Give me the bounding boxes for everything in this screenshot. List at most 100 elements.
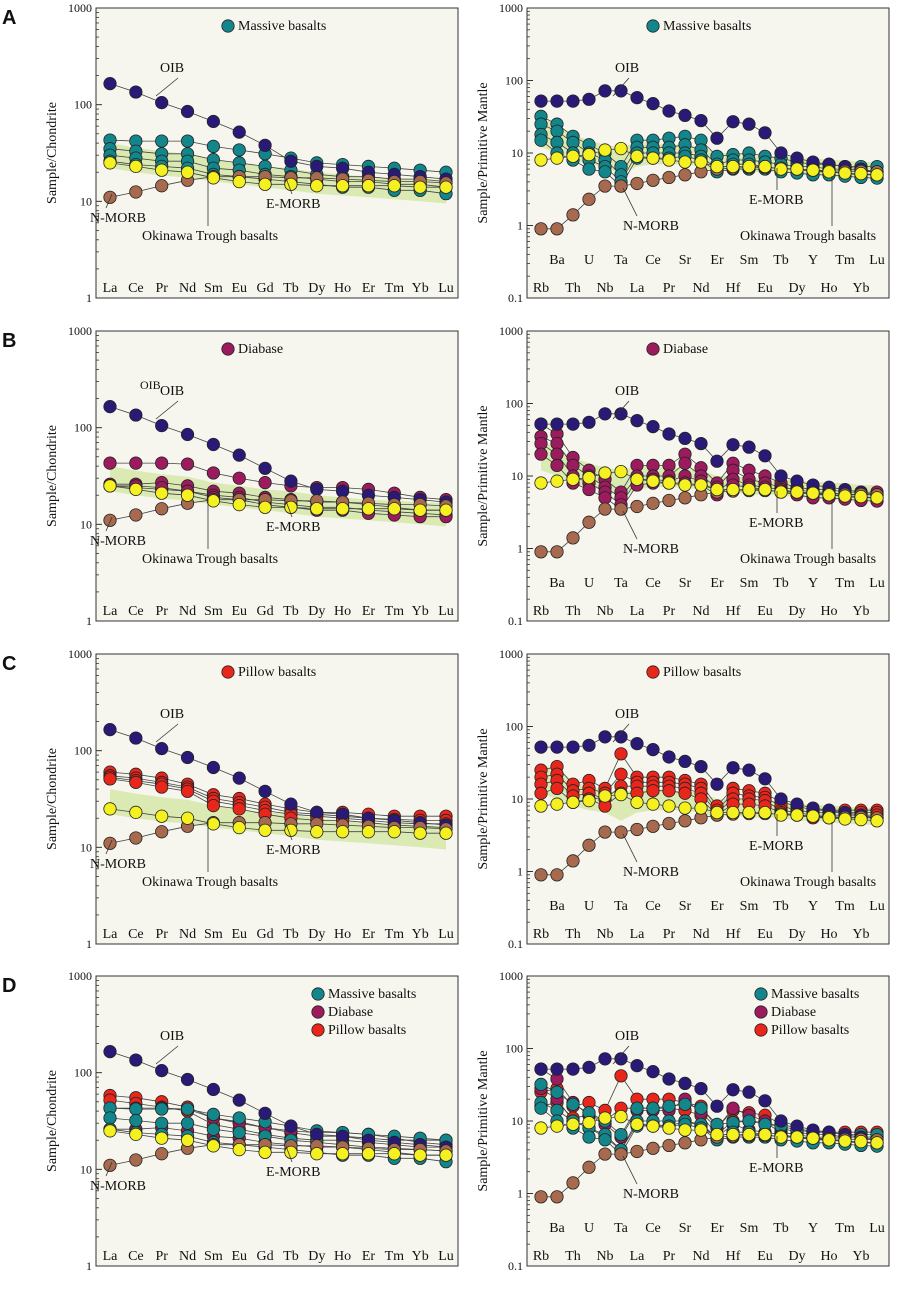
data-point-emorb [870, 814, 884, 828]
data-point-emorb [822, 488, 836, 502]
x-tick-label: Hf [726, 281, 741, 296]
data-point-oib [310, 482, 324, 496]
x-tick-label: La [103, 281, 119, 296]
y-tick-label: 10 [80, 517, 92, 531]
data-point-oib [742, 1085, 756, 1099]
data-point-oib [206, 1082, 220, 1097]
x-tick-label: Ce [645, 1221, 661, 1236]
y-tick-label: 100 [74, 98, 92, 112]
data-point-emorb [822, 165, 836, 179]
data-point-emorb [439, 180, 453, 194]
data-point-emorb [206, 494, 220, 508]
x-tick-label: Y [808, 576, 818, 591]
data-point-oib [566, 740, 580, 754]
data-point-nmorb [129, 185, 143, 199]
x-tick-label: Sr [679, 1221, 692, 1236]
data-point-emorb [614, 787, 628, 802]
data-point-emorb [758, 805, 772, 820]
x-tick-label: Gd [257, 1249, 274, 1264]
data-point-oib [646, 743, 660, 757]
data-point-massive [694, 1101, 708, 1115]
x-tick-label: Rb [533, 1249, 549, 1264]
y-tick-label: 1000 [68, 969, 92, 983]
series-line-diabase [540, 1068, 877, 1138]
data-point-massive [232, 143, 246, 157]
data-point-emorb [180, 1133, 195, 1147]
data-point-massive [662, 1099, 676, 1113]
data-point-emorb [413, 503, 427, 517]
data-point-emorb [258, 500, 272, 514]
x-tick-label: Rb [533, 281, 549, 296]
x-tick-label: U [584, 253, 594, 268]
chart-panel-D-primitive-mantle: 0.1 1 10 100 1000 Sample/Primitive Mantle RbBa… [476, 969, 890, 1273]
legend-marker-diabase [646, 342, 660, 356]
data-point-oib [566, 417, 580, 431]
y-tick-label: 1000 [68, 324, 92, 338]
data-point-nmorb [678, 168, 692, 182]
data-point-diabase [550, 447, 564, 461]
y-tick-label: 10 [511, 469, 523, 483]
series-line-oib [541, 1058, 878, 1141]
x-tick-label: Hf [726, 927, 741, 942]
x-tick-label: La [630, 604, 646, 619]
data-point-oib [662, 427, 676, 441]
chart-panel-B-primitive-mantle: 0.1 1 10 100 1000 Sample/Primitive Mantle RbBa… [476, 324, 890, 628]
legend-marker-pillow [221, 665, 235, 679]
data-point-diabase [129, 456, 143, 470]
x-tick-label: Th [565, 1249, 581, 1264]
legend-marker-massive [311, 987, 325, 1001]
series-line-massive [540, 134, 877, 183]
data-point-emorb [413, 826, 427, 840]
data-point-massive [630, 1101, 644, 1115]
series-line-pillow [540, 780, 877, 816]
data-point-emorb [180, 811, 195, 825]
data-point-oib [582, 92, 596, 106]
data-point-massive [534, 1077, 548, 1091]
x-tick-label: Lu [869, 576, 885, 591]
x-tick-label: Sm [204, 1249, 223, 1264]
x-tick-label: Ho [334, 927, 351, 942]
data-point-nmorb [103, 513, 117, 527]
x-tick-label: Nb [596, 281, 613, 296]
annotation-okinawa-trough-basalts: Okinawa Trough basalts [142, 229, 278, 244]
legend-marker-diabase [221, 342, 235, 356]
y-axis-label: Sample/Primitive Mantle [476, 405, 491, 546]
x-tick-label: Tb [283, 281, 299, 296]
x-tick-label: Nb [596, 927, 613, 942]
data-point-oib [206, 114, 220, 129]
series-line-nmorb [541, 813, 878, 876]
data-point-nmorb [155, 502, 169, 516]
chart-panel-C-chondrite: C 1 10 100 1000 Sample/Chondrite La Ce Pr Nd Sm Eu G… [2, 647, 459, 951]
data-point-pillow [550, 781, 564, 796]
data-point-emorb [726, 159, 740, 174]
x-tick-label: Dy [788, 927, 805, 942]
data-point-oib [614, 407, 628, 421]
data-point-emorb [550, 151, 564, 165]
data-point-emorb [534, 799, 548, 813]
x-tick-label: Lu [438, 604, 454, 619]
data-point-nmorb [534, 868, 548, 882]
series-line-oib [541, 736, 878, 819]
y-tick-label: 0.1 [508, 1259, 523, 1273]
data-point-oib [258, 784, 272, 798]
data-point-emorb [361, 1147, 376, 1161]
annotation-leader [285, 177, 293, 195]
data-point-massive [155, 134, 169, 148]
x-tick-label: Yb [852, 1249, 869, 1264]
annotation-leader [285, 1145, 293, 1163]
x-tick-label: Nd [179, 604, 196, 619]
x-tick-label: La [103, 1249, 119, 1264]
annotation-n-morb: N-MORB [623, 1187, 679, 1202]
data-point-oib [774, 469, 788, 483]
x-tick-label: Pr [663, 1249, 676, 1264]
data-point-emorb [387, 179, 401, 193]
annotation-e-morb: E-MORB [266, 520, 320, 535]
series-line-massive [540, 1102, 877, 1151]
data-point-emorb [758, 1127, 772, 1142]
data-point-emorb [726, 482, 740, 497]
data-point-emorb [232, 175, 246, 189]
data-point-nmorb [155, 179, 169, 193]
series-line-massive [540, 116, 877, 168]
data-point-oib [678, 431, 692, 446]
data-point-emorb [129, 805, 143, 819]
